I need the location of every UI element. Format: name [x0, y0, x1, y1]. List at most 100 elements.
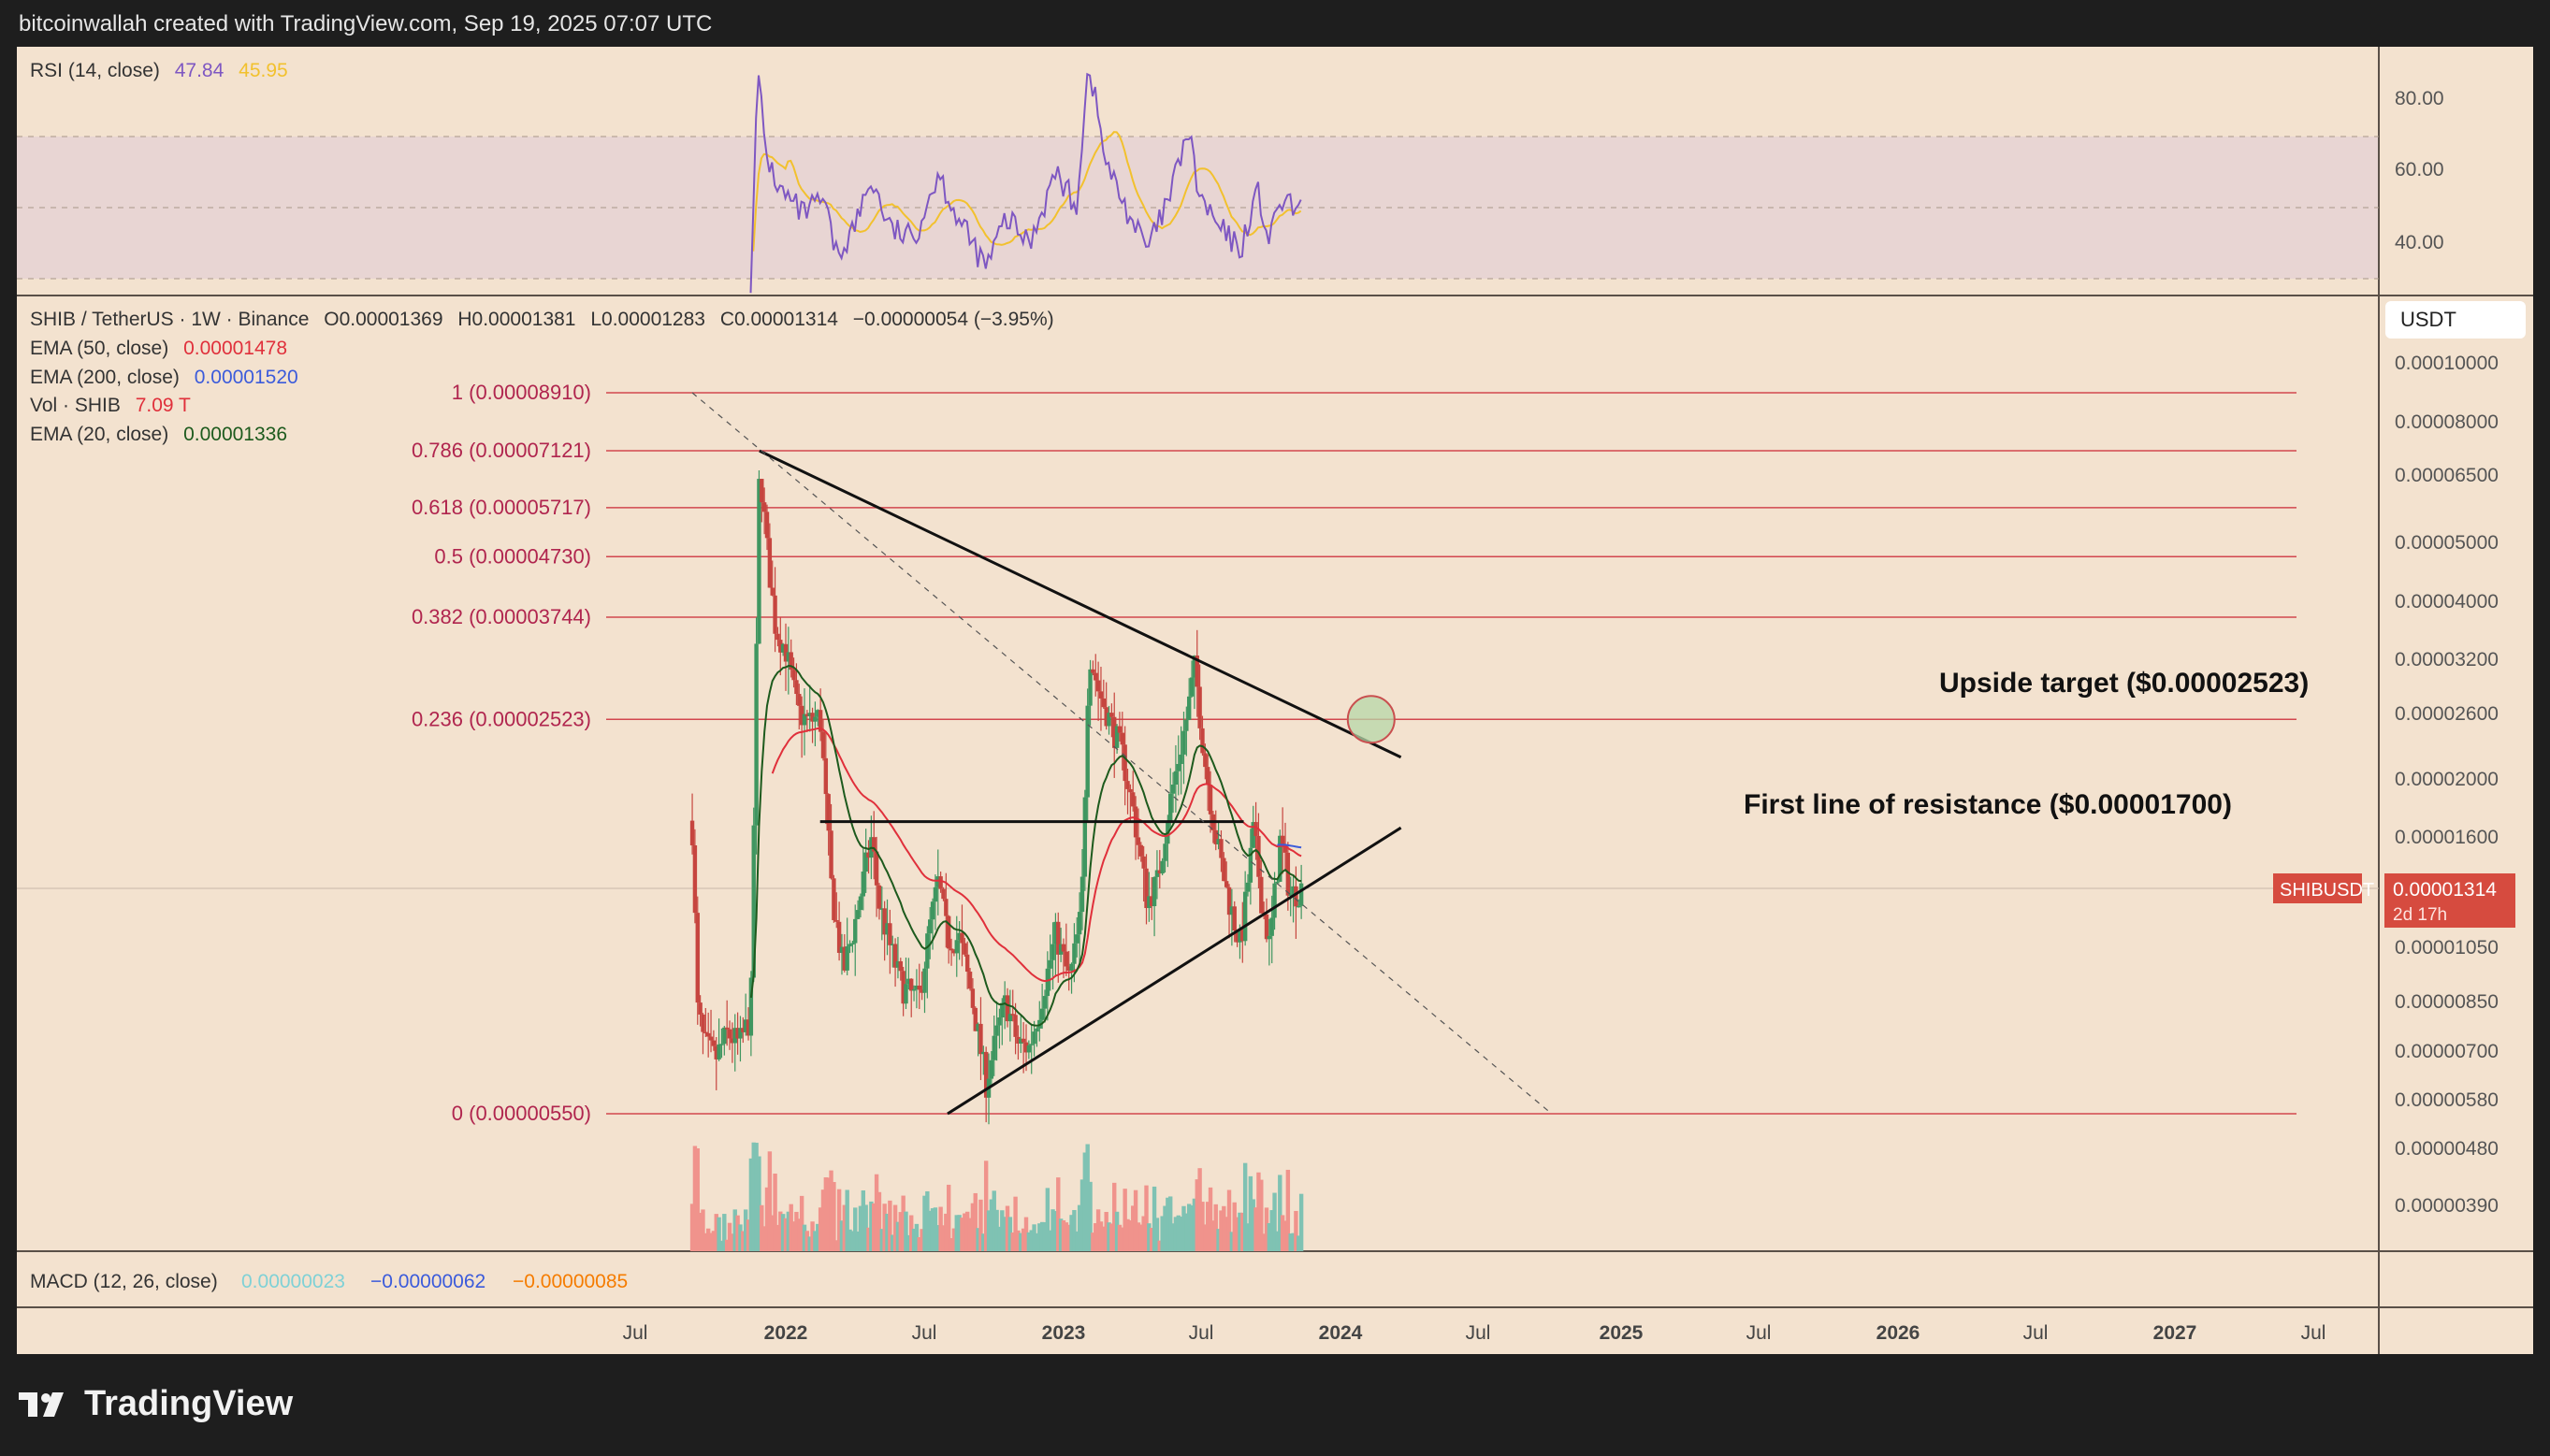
- candle-body: [1098, 691, 1104, 699]
- volume-bar: [1278, 1175, 1282, 1251]
- currency-button[interactable]: USDT: [2385, 301, 2526, 339]
- fib-level-label: 0 (0.00000550): [452, 1102, 591, 1125]
- volume-bar: [946, 1184, 951, 1251]
- candle-body: [1192, 656, 1197, 678]
- volume-bar: [1064, 1222, 1069, 1251]
- volume-bar: [911, 1228, 917, 1251]
- candle-body: [1184, 719, 1189, 731]
- candle-body: [717, 1044, 721, 1060]
- volume-bar: [1005, 1205, 1010, 1251]
- volume-bar: [1197, 1168, 1202, 1251]
- volume-bar: [1280, 1215, 1285, 1251]
- tradingview-logo[interactable]: TradingView: [19, 1384, 293, 1424]
- volume-bar: [719, 1240, 724, 1251]
- volume-bar: [804, 1231, 810, 1251]
- candle-body: [989, 1060, 994, 1079]
- candle-body: [816, 710, 820, 717]
- volume-bar: [1192, 1198, 1197, 1251]
- candle-body: [997, 1016, 1002, 1026]
- volume-bar: [1120, 1227, 1125, 1251]
- volume-bar: [1294, 1210, 1298, 1251]
- volume-bar: [1026, 1232, 1032, 1251]
- candle-body: [853, 918, 858, 944]
- volume-bar: [754, 1143, 759, 1251]
- volume-bar: [818, 1207, 823, 1251]
- volume-bar: [914, 1223, 920, 1251]
- volume-bar: [1107, 1222, 1111, 1251]
- volume-bar: [901, 1195, 906, 1251]
- volume-bar: [1048, 1230, 1052, 1251]
- volume-bar: [1213, 1204, 1218, 1251]
- tradingview-logo-text: TradingView: [84, 1384, 294, 1423]
- candle-body: [1240, 929, 1245, 942]
- candle-body: [850, 943, 855, 945]
- candle-body: [1128, 788, 1133, 793]
- price-badge-value: 0.00001314: [2393, 879, 2497, 901]
- volume-bar: [967, 1218, 973, 1251]
- volume-bar: [1219, 1210, 1224, 1251]
- candle-body: [901, 971, 906, 1004]
- volume-bar: [705, 1228, 711, 1251]
- volume-bar: [1261, 1233, 1267, 1251]
- candle-body: [783, 643, 789, 662]
- candle-body: [1136, 837, 1141, 845]
- candle-body: [1039, 1008, 1045, 1020]
- volume-bar: [1082, 1152, 1088, 1251]
- volume-bar: [1075, 1231, 1079, 1251]
- candle-body: [938, 876, 943, 889]
- candle-body: [1013, 1015, 1018, 1037]
- candle-body: [695, 913, 700, 1003]
- volume-bar: [1173, 1217, 1179, 1251]
- indicator-legend: EMA (50, close) 0.00001478: [30, 338, 297, 360]
- candle-body: [1056, 921, 1061, 955]
- resistance-annotation: First line of resistance ($0.00001700): [1744, 789, 2232, 820]
- candle-body: [708, 1036, 714, 1041]
- volume-bar: [1114, 1211, 1120, 1251]
- volume-bar: [797, 1218, 802, 1251]
- candle-body: [773, 595, 777, 634]
- volume-bar: [964, 1211, 970, 1251]
- candle-body: [1120, 732, 1125, 745]
- candle-body: [836, 921, 842, 953]
- candle-body: [1200, 728, 1205, 754]
- candle-body: [701, 1014, 705, 1032]
- candle-body: [944, 899, 949, 916]
- candle-body: [941, 888, 946, 900]
- volume-bar: [714, 1214, 718, 1251]
- price-tick: 0.00002000: [2395, 769, 2499, 790]
- volume-bar: [1007, 1217, 1013, 1251]
- indicator-legend: EMA (200, close) 0.00001520: [30, 367, 308, 389]
- volume-bar: [885, 1213, 890, 1251]
- candle-body: [1035, 1028, 1039, 1032]
- time-tick: 2023: [1042, 1322, 1086, 1344]
- time-tick: Jul: [912, 1322, 937, 1344]
- candle-body: [738, 1028, 743, 1039]
- rsi-ma-legend-value: 45.95: [239, 60, 288, 81]
- candle-body: [778, 640, 783, 653]
- volume-bar: [1053, 1211, 1058, 1251]
- volume-bar: [944, 1213, 949, 1251]
- candle-body: [933, 887, 938, 902]
- candle-body: [1232, 906, 1237, 931]
- candle-body: [775, 633, 780, 641]
- candle-body: [874, 851, 879, 886]
- volume-bar: [1166, 1197, 1170, 1251]
- volume-bar: [1160, 1216, 1165, 1251]
- volume-bar: [735, 1215, 740, 1251]
- volume-bar: [981, 1233, 986, 1251]
- candle-body: [1163, 843, 1167, 861]
- candle-body: [1285, 852, 1291, 896]
- volume-bar: [839, 1220, 845, 1251]
- macd-value-3: −0.00000085: [513, 1271, 628, 1292]
- candle-body: [711, 1040, 717, 1046]
- volume-bar: [1163, 1205, 1167, 1251]
- rsi-ma-line: [752, 131, 1302, 252]
- candle-body: [1189, 677, 1195, 697]
- volume-bar: [1050, 1209, 1055, 1251]
- candle-body: [807, 713, 812, 716]
- candle-body: [946, 915, 951, 949]
- candle-body: [1045, 968, 1050, 997]
- macd-label: MACD (12, 26, close): [30, 1271, 218, 1292]
- candle-body: [829, 830, 833, 879]
- candle-body: [960, 932, 964, 944]
